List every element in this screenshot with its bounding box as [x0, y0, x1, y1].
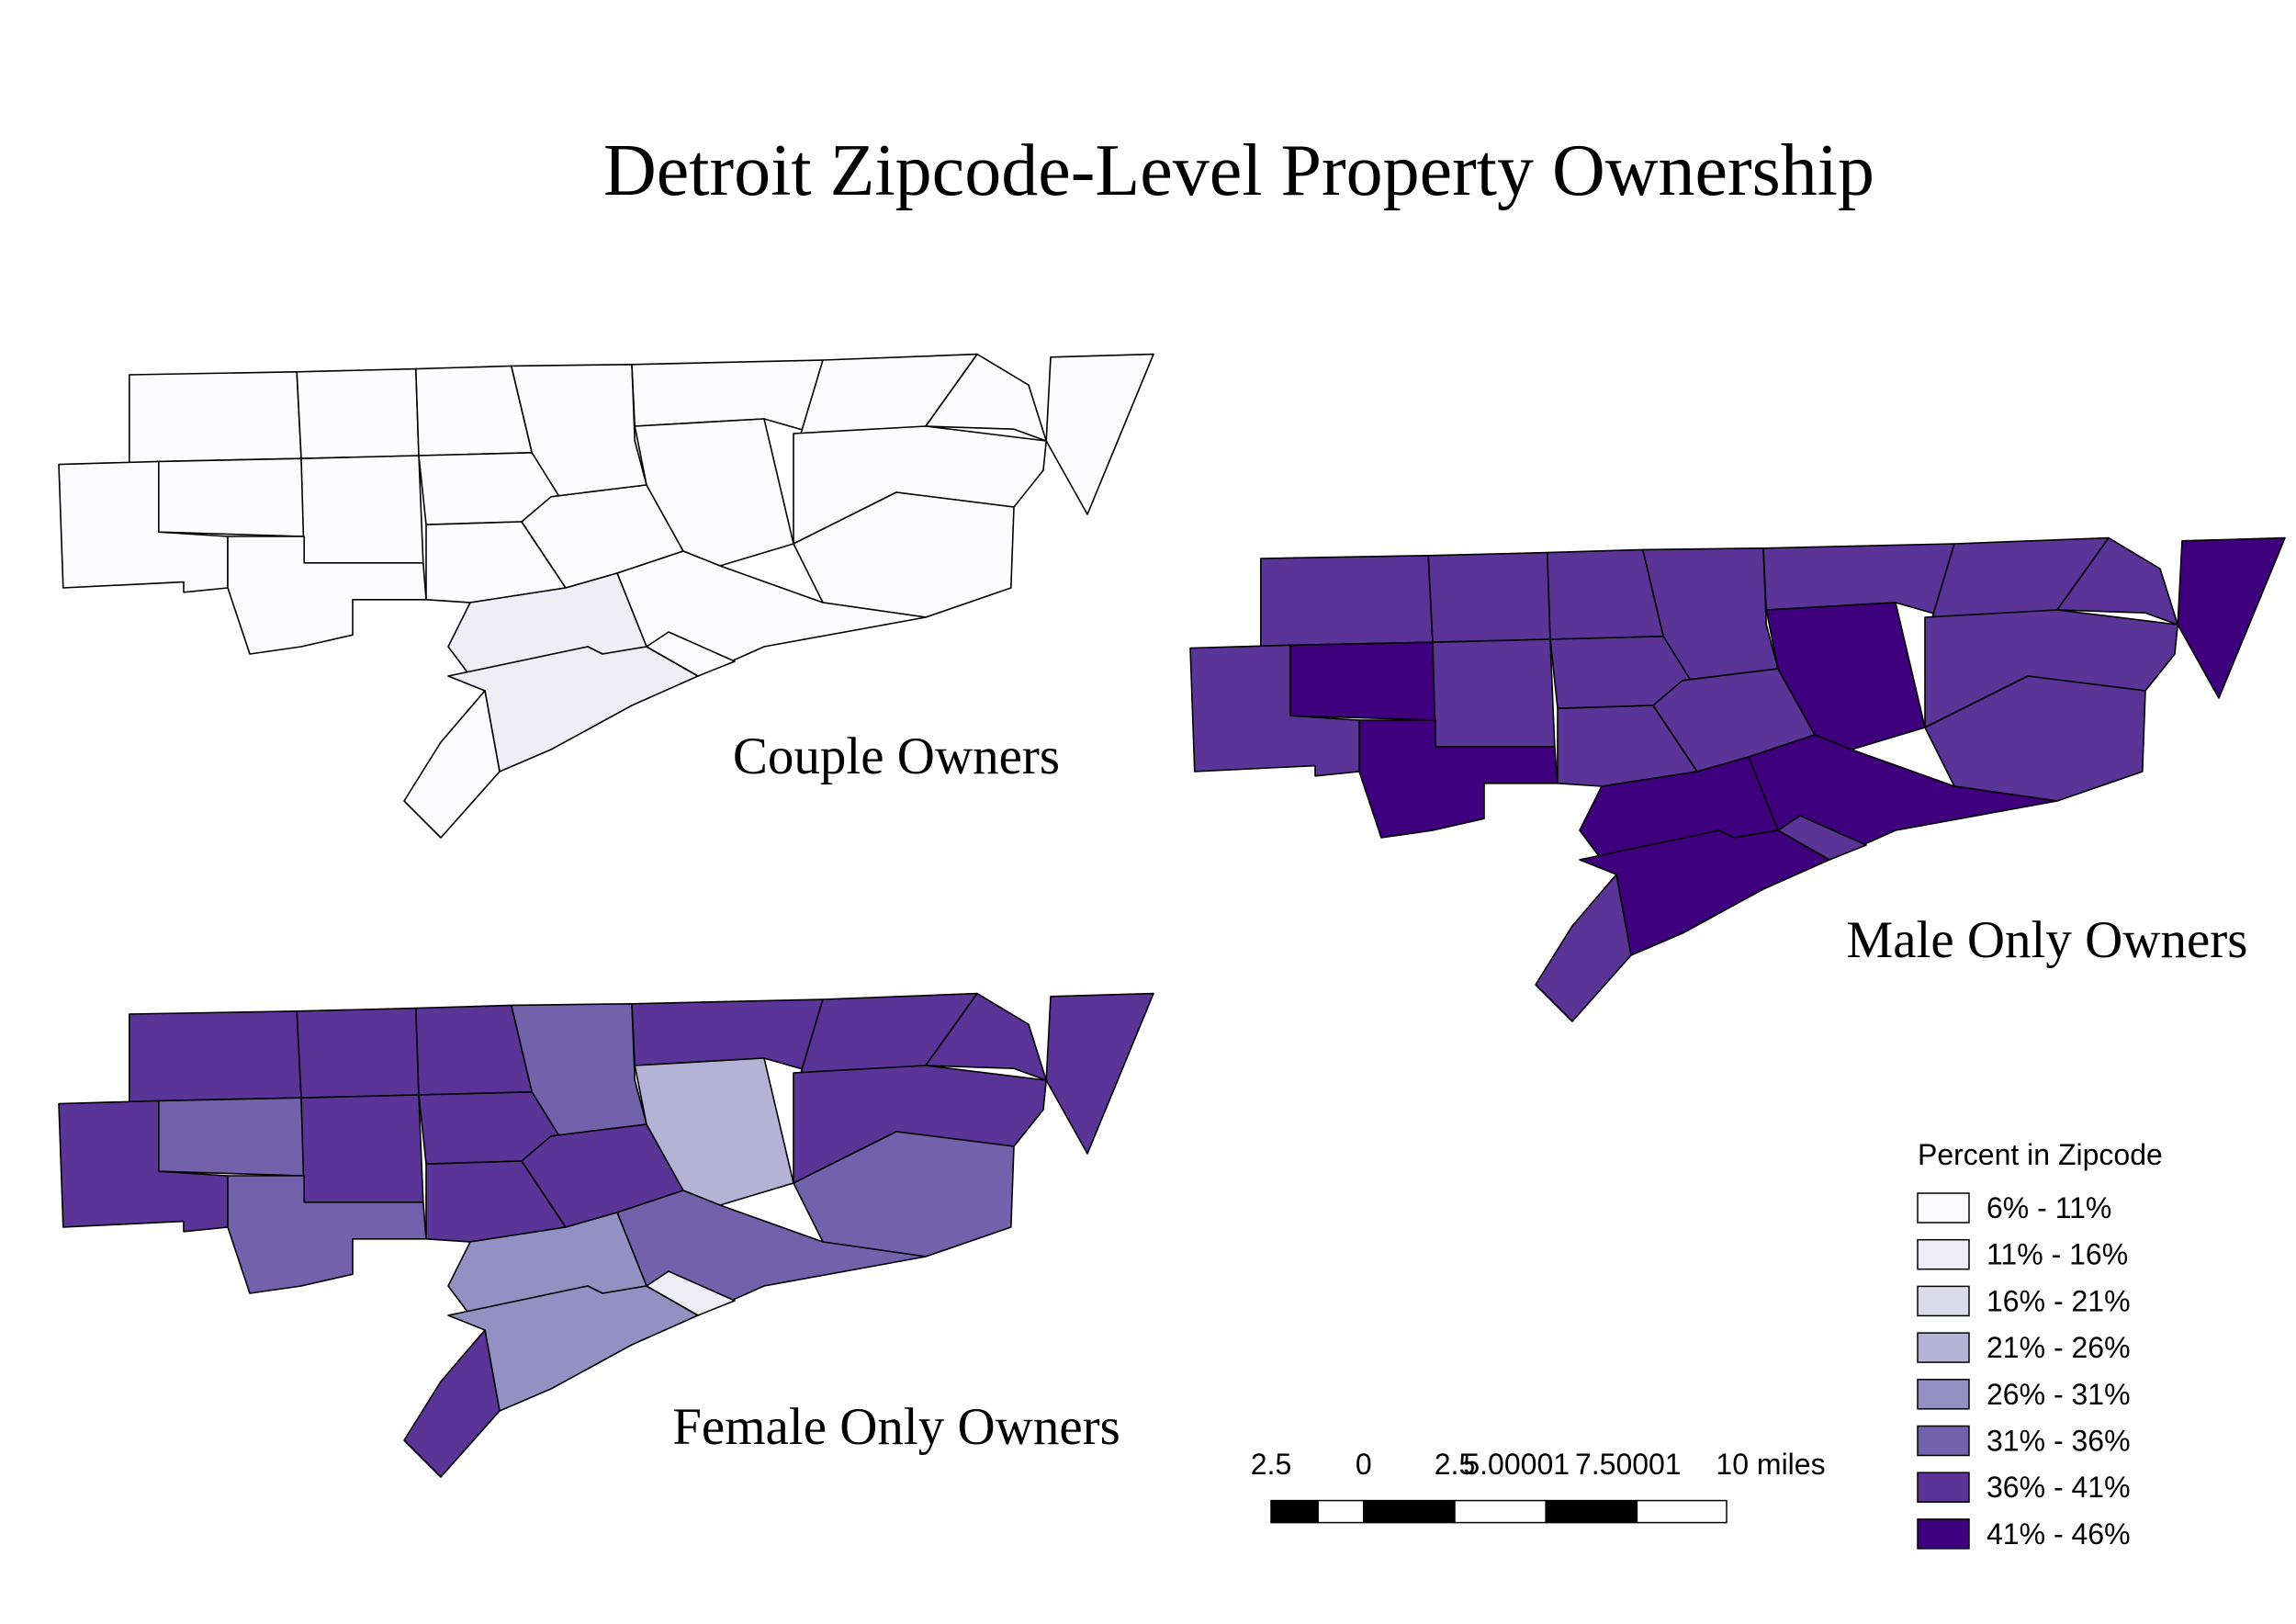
zip-zone	[646, 1270, 736, 1316]
scale-segment	[1454, 1499, 1547, 1524]
maps	[58, 353, 2286, 1478]
legend-swatch	[1917, 1425, 1970, 1457]
zip-zone	[129, 1010, 302, 1105]
legend-label: 26% - 31%	[1986, 1378, 2131, 1411]
panel-label: Female Only Owners	[672, 1398, 1120, 1456]
zip-zone	[227, 1175, 427, 1294]
scale-label: 10 miles	[1716, 1448, 1825, 1481]
zip-zone	[1432, 638, 1556, 748]
zip-map	[58, 992, 1154, 1478]
scale-segment	[1317, 1499, 1365, 1524]
zip-zone	[631, 359, 824, 434]
zip-zone	[925, 992, 1048, 1081]
legend-swatch	[1917, 1332, 1970, 1363]
zip-zone	[296, 1007, 420, 1100]
scale-label: 2.5	[1251, 1448, 1291, 1481]
zip-zone	[2177, 536, 2286, 699]
legend-swatch	[1917, 1192, 1970, 1224]
zip-zone	[403, 690, 501, 839]
legend-swatch	[1917, 1472, 1970, 1503]
panel-label: Couple Owners	[733, 727, 1060, 785]
zip-zone	[403, 1329, 501, 1478]
legend-label: 16% - 21%	[1986, 1284, 2131, 1317]
zip-zone	[646, 631, 736, 677]
legend: Percent in Zipcode 6% - 11% 11% - 16% 16% …	[1917, 1138, 2163, 1551]
zip-zone	[296, 367, 420, 460]
zip-zone	[1045, 992, 1154, 1155]
legend-swatch	[1917, 1518, 1970, 1550]
zip-zone	[158, 457, 306, 537]
zip-zone	[300, 455, 424, 564]
scale-label: 0	[1356, 1448, 1372, 1481]
scale-segment	[1363, 1499, 1456, 1524]
legend-swatch	[1917, 1379, 1970, 1410]
scale-bar: 2.5 0 2.55.00001 7.50001 10 miles	[1251, 1448, 1826, 1524]
legend-swatch	[1917, 1238, 1970, 1270]
zip-map	[1189, 536, 2286, 1022]
zip-zone	[1289, 641, 1437, 721]
zip-zone	[1260, 555, 1434, 649]
panel-label: Male Only Owners	[1847, 911, 2248, 969]
scale-label: 7.50001	[1575, 1448, 1682, 1481]
zip-zone	[158, 1097, 306, 1177]
zip-zone	[227, 536, 427, 655]
map-title: Detroit Zipcode-Level Property Ownership	[603, 130, 1874, 211]
legend-label: 41% - 46%	[1986, 1517, 2131, 1551]
zip-zone	[1045, 353, 1154, 515]
legend-label: 31% - 36%	[1986, 1425, 2131, 1458]
zip-zone	[925, 353, 1048, 442]
zip-zone	[1777, 815, 1867, 861]
legend-label: 36% - 41%	[1986, 1471, 2131, 1504]
zip-zone	[300, 1094, 424, 1203]
zip-zone	[1427, 551, 1551, 644]
scale-segment	[1636, 1499, 1728, 1524]
scale-label: 5.00001	[1463, 1448, 1570, 1481]
zip-zone	[129, 371, 302, 466]
legend-title: Percent in Zipcode	[1918, 1138, 2163, 1171]
scale-label: 2.5	[1435, 1448, 1475, 1481]
scale-segment	[1270, 1499, 1319, 1524]
zip-zone	[1762, 543, 1955, 618]
legend-label: 6% - 11%	[1986, 1191, 2111, 1224]
legend-swatch	[1917, 1285, 1970, 1317]
zip-zone	[1358, 719, 1559, 839]
zip-zone	[631, 998, 824, 1074]
zip-zone	[1535, 874, 1632, 1022]
zip-zone	[2056, 536, 2179, 626]
legend-label: 11% - 16%	[1986, 1238, 2128, 1271]
zip-map	[58, 353, 1154, 839]
scale-segment	[1545, 1499, 1638, 1524]
legend-label: 21% - 26%	[1986, 1331, 2131, 1364]
